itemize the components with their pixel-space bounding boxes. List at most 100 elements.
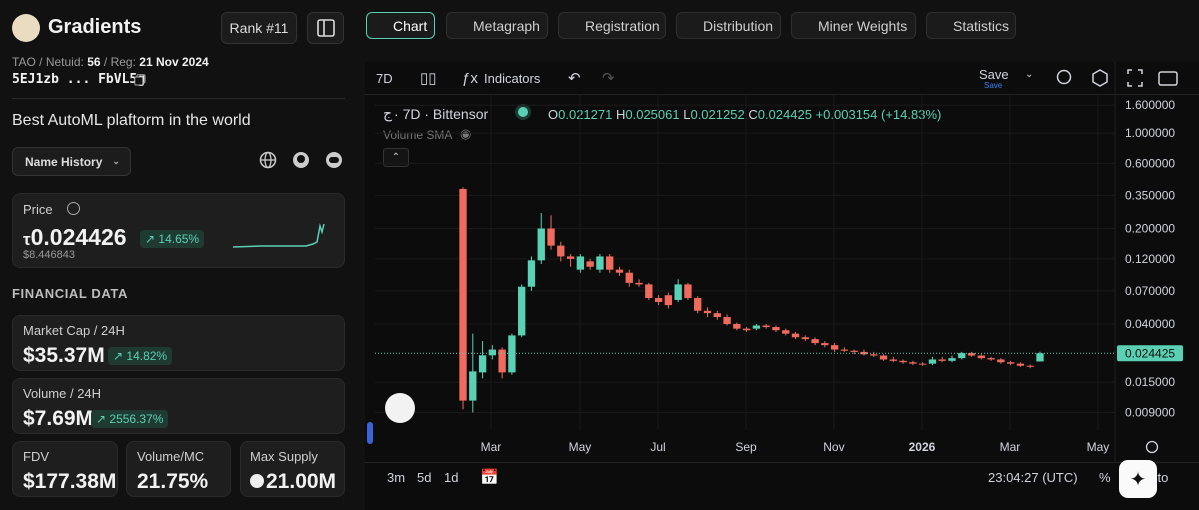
description: Best AutoML plaftorm in the world <box>12 112 251 129</box>
bottom-divider <box>365 462 1199 463</box>
fullscreen-icon[interactable] <box>1127 69 1143 87</box>
meta-reg-label: Reg: <box>110 55 136 69</box>
legend-ohlc: O0.021271 H0.025061 L0.021252 C0.024425 … <box>548 107 941 122</box>
tao-coin-icon <box>250 474 264 488</box>
market-cap-value: $35.37M <box>23 344 105 367</box>
drawer-handle[interactable] <box>367 422 373 444</box>
legend-low: 0.021252 <box>690 107 745 122</box>
tab-distribution[interactable]: Distribution <box>676 12 781 39</box>
info-icon <box>67 202 80 215</box>
tab-chart[interactable]: Chart <box>366 12 435 39</box>
name-history-label: Name History <box>25 154 103 169</box>
redo-button[interactable]: ↷ <box>602 70 615 87</box>
visibility-icon[interactable]: ◉ <box>460 126 472 141</box>
max-supply-label: Max Supply <box>250 449 318 464</box>
volume-label: Volume / 24H <box>23 386 102 401</box>
assistant-button[interactable]: ✦ <box>1119 460 1157 498</box>
rank-badge[interactable]: Rank #11 <box>221 12 297 44</box>
indicators-button[interactable]: Indicators <box>484 71 541 86</box>
website-icon[interactable] <box>259 151 277 169</box>
volume-change: ↗ 2556.37% <box>91 410 169 428</box>
undo-button[interactable]: ↶ <box>568 70 581 87</box>
tab-statistics[interactable]: Statistics <box>926 12 1016 39</box>
save-button[interactable]: Save <box>979 67 1009 82</box>
date-range-icon[interactable]: 📅 <box>480 469 499 486</box>
save-sub: Save <box>984 81 1003 90</box>
screenshot-icon[interactable] <box>1158 71 1178 86</box>
chart-panel <box>365 62 1199 510</box>
volume-card: Volume / 24H $7.69M ↗ 2556.37% <box>12 378 345 434</box>
tab-registration[interactable]: Registration <box>558 12 666 39</box>
collapse-button[interactable]: ⌃ <box>383 148 409 167</box>
tab-miner-weights[interactable]: Miner Weights <box>791 12 916 39</box>
price-symbol: τ <box>23 230 31 249</box>
panel-toggle[interactable] <box>307 12 344 44</box>
name-history-button[interactable]: Name History ⌄ <box>12 147 131 176</box>
legend-symbol: 7D · Bittensor <box>402 106 489 122</box>
chevron: ⌄ <box>112 156 120 166</box>
volume-mc-value: 21.75% <box>137 470 209 493</box>
candle-type-button[interactable]: ▯▯ <box>420 70 437 87</box>
tab-metagraph[interactable]: Metagraph <box>446 12 548 39</box>
legend-change: +0.003154 (+14.83%) <box>815 107 942 122</box>
social-icons <box>259 151 342 169</box>
fdv-value: $177.38M <box>23 470 117 493</box>
toolbar-icons <box>1056 69 1178 87</box>
legend-o: O <box>548 107 559 122</box>
logo <box>12 14 40 42</box>
market-cap-card: Market Cap / 24H $35.37M ↗ 14.82% <box>12 315 345 371</box>
copy-icon[interactable] <box>134 74 146 86</box>
price-change: ↗ 14.65% <box>140 230 205 248</box>
meta-netuid: 56 <box>87 55 101 69</box>
indicators-icon: ƒx <box>462 70 478 87</box>
price-label: Price <box>23 202 53 217</box>
panel-icon <box>316 19 335 37</box>
volume-change-value: 2556.37% <box>109 412 164 426</box>
max-supply-value: 21.00M <box>266 470 337 493</box>
price-usd: $8.446843 <box>23 249 75 261</box>
legend-volume: Volume SMA <box>383 128 453 142</box>
clock: 23:04:27 (UTC) <box>988 470 1078 485</box>
market-cap-change-value: 14.82% <box>126 349 168 363</box>
market-cap-change: ↗ 14.82% <box>108 347 173 365</box>
zoom-icon[interactable] <box>1056 69 1072 85</box>
max-supply-card: Max Supply 21.00M <box>240 441 345 497</box>
toolbar-divider <box>365 94 1199 95</box>
meta-tao: TAO <box>12 55 36 69</box>
price-value: 0.024426 <box>30 224 127 250</box>
meta-netuid-label: Netuid: <box>45 55 84 69</box>
legend-h: H <box>615 107 626 122</box>
range-1d[interactable]: 1d <box>444 470 459 485</box>
price-value-row: τ0.024426 <box>23 224 127 251</box>
legend-icon: ج <box>383 105 393 121</box>
range-3m[interactable]: 3m <box>387 470 406 485</box>
market-cap-label: Market Cap / 24H <box>23 323 125 338</box>
range-5d[interactable]: 5d <box>417 470 432 485</box>
subnet-title: Gradients <box>48 16 142 38</box>
divider <box>12 98 345 99</box>
legend-open: 0.021271 <box>558 107 613 122</box>
percent-toggle[interactable]: % <box>1099 470 1111 485</box>
volume-mc-card: Volume/MC 21.75% <box>126 441 231 497</box>
address: 5EJ1zb ... FbVL5g <box>12 72 146 87</box>
legend-l: L <box>683 107 691 122</box>
meta-row: TAO / Netuid: 56 / Reg: 21 Nov 2024 <box>12 55 209 69</box>
price-sparkline <box>232 223 325 248</box>
meta-reg: 21 Nov 2024 <box>139 55 209 69</box>
github-icon[interactable] <box>293 152 309 168</box>
meta-sep: / <box>39 55 43 69</box>
fdv-label: FDV <box>23 449 49 464</box>
discord-icon[interactable] <box>326 152 342 168</box>
price-card: Price τ0.024426 ↗ 14.65% $8.446843 <box>12 193 345 268</box>
legend-symbol-row: · 7D · Bittensor <box>394 106 489 122</box>
save-menu[interactable]: ⌄ <box>1025 69 1034 80</box>
financial-heading: FINANCIAL DATA <box>12 286 128 301</box>
settings-icon[interactable] <box>1092 69 1108 87</box>
fdv-card: FDV $177.38M <box>12 441 118 497</box>
market-status-dot <box>518 107 528 117</box>
legend-high: 0.025061 <box>625 107 680 122</box>
legend-c: C <box>748 107 758 122</box>
interval-button[interactable]: 7D <box>376 71 393 86</box>
